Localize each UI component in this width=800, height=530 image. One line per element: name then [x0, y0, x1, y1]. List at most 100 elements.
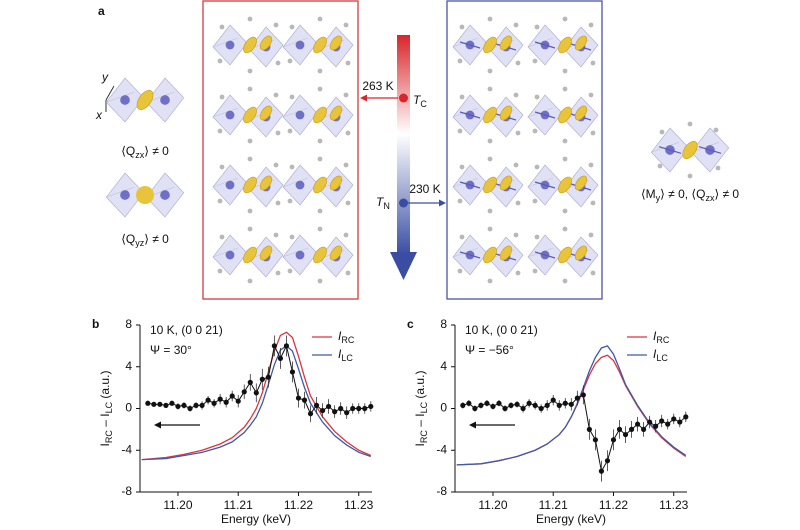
ion	[590, 130, 596, 136]
ion	[562, 68, 568, 74]
data-point	[502, 405, 508, 412]
ion	[687, 173, 693, 179]
tc-arrow-head	[360, 94, 367, 102]
tc-temp: 263 K	[362, 79, 393, 93]
text-part: ⟩ ≠ 0	[714, 187, 739, 201]
octahedron-edge	[282, 37, 309, 48]
ion	[534, 234, 540, 240]
octahedron-edge	[212, 247, 239, 258]
tn-box	[446, 0, 603, 300]
ion	[532, 58, 538, 64]
orbital	[499, 245, 513, 261]
ion	[317, 226, 323, 232]
orbital	[499, 105, 513, 121]
x-tick-label: 11.23	[344, 498, 373, 512]
ion	[562, 208, 568, 214]
ion	[487, 226, 493, 232]
ion	[317, 16, 323, 22]
data-point	[466, 400, 472, 406]
ion	[588, 162, 594, 168]
ion	[275, 270, 281, 276]
ion	[515, 60, 521, 66]
ion	[273, 22, 279, 28]
data-point	[259, 376, 265, 382]
temperature-bar	[397, 35, 410, 255]
orbital	[574, 35, 588, 51]
octahedron-edge	[282, 107, 309, 118]
ion	[562, 16, 568, 22]
ion	[247, 208, 253, 214]
subscript: y	[656, 193, 661, 203]
panel-label: a	[98, 4, 105, 18]
ion	[459, 234, 465, 240]
orbital	[329, 175, 343, 191]
subscript: zx	[135, 150, 145, 160]
atom	[295, 250, 305, 260]
text-part: ⟩ ≠ 0	[144, 232, 169, 246]
x-tick-label: 11.21	[224, 498, 253, 512]
orbital	[574, 245, 588, 261]
data-point	[641, 426, 647, 432]
spin	[698, 146, 722, 154]
tn-sub: N	[383, 201, 390, 211]
direction-arrow-head	[469, 421, 476, 429]
octahedron-edge	[212, 177, 239, 188]
atom	[295, 110, 305, 120]
legend-sub: RC	[341, 335, 354, 345]
tc-symbol: TC	[413, 93, 427, 109]
data-point	[187, 405, 193, 412]
atom	[225, 40, 235, 50]
data-point	[622, 431, 629, 438]
x-tick-label: 11.21	[539, 498, 568, 512]
atom	[295, 40, 305, 50]
data-point	[163, 402, 169, 408]
text-part: – I	[413, 413, 427, 430]
octahedron-edge	[282, 247, 309, 258]
data-point	[460, 402, 466, 408]
y-axis-label: IRC – ILC (a.u.)	[98, 371, 114, 447]
data-point	[326, 403, 332, 410]
data-point	[490, 403, 496, 410]
panel-label: c	[407, 317, 414, 331]
y-tick-label: 4	[440, 359, 447, 373]
octahedron-edge	[106, 92, 134, 103]
ion	[590, 60, 596, 66]
text-part: (a.u.)	[98, 371, 112, 402]
data-point	[520, 405, 526, 412]
annotation: 10 K, (0 0 21)	[465, 323, 538, 337]
data-point	[307, 411, 314, 417]
orbital	[483, 246, 497, 264]
left-label: ⟨Qyz⟩ ≠ 0	[121, 232, 169, 248]
ion	[562, 156, 568, 162]
ion	[532, 128, 538, 134]
x-axis-label: Energy (keV)	[536, 512, 606, 526]
spectrum-line	[456, 345, 687, 466]
orbital	[483, 36, 497, 54]
data-point	[544, 402, 550, 408]
ion	[247, 16, 253, 22]
spin	[534, 41, 556, 49]
octahedron-edge	[212, 37, 239, 48]
orbital	[682, 140, 698, 160]
orbital	[558, 106, 572, 124]
data-point	[526, 400, 532, 406]
data-point	[628, 426, 635, 432]
ion	[562, 226, 568, 232]
data-point	[319, 407, 326, 414]
ion	[345, 130, 351, 136]
ion	[534, 24, 540, 30]
orbital	[313, 246, 327, 264]
orbital	[259, 105, 273, 121]
data-point	[235, 398, 241, 404]
legend-label: IRC	[653, 329, 670, 345]
left-label: ⟨Qzx⟩ ≠ 0	[121, 144, 169, 160]
spin	[459, 251, 481, 259]
ion	[273, 92, 279, 98]
data-point	[356, 405, 362, 412]
data-point	[193, 402, 199, 408]
data-point	[295, 395, 302, 401]
data-point	[181, 402, 187, 408]
data-point	[271, 343, 277, 349]
ion	[247, 156, 253, 162]
